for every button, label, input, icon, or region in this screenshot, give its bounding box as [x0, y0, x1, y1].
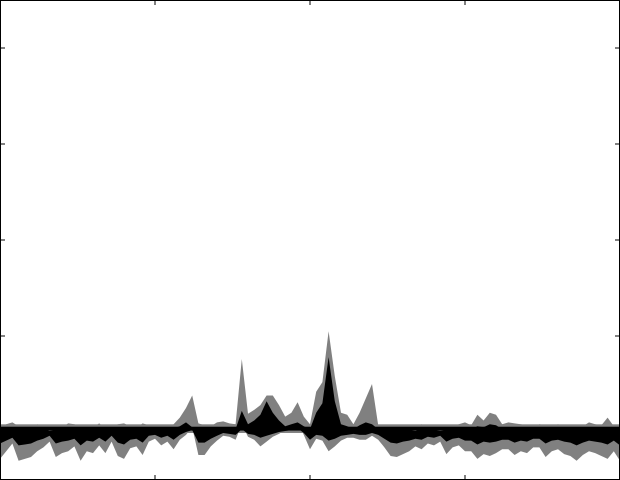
core-area [0, 357, 620, 446]
baseline-line [0, 426, 620, 431]
core-layer [0, 357, 620, 446]
